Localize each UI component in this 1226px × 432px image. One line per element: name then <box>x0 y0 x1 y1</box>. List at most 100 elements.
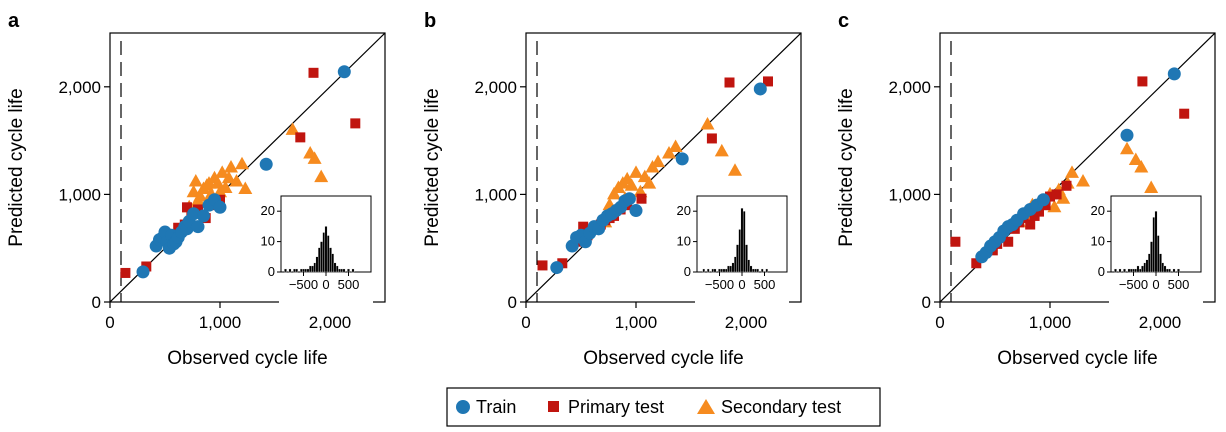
histogram-bar <box>322 232 326 273</box>
secondary-test-point <box>1134 160 1149 173</box>
histogram-bar <box>315 256 319 273</box>
train-point <box>1036 193 1050 207</box>
secondary-test-point <box>1120 141 1134 155</box>
x-tick-label: 2,000 <box>309 313 352 332</box>
inset-y-tick-label: 10 <box>677 234 691 249</box>
histogram-bar <box>756 268 760 273</box>
y-tick-label: 1,000 <box>58 185 101 204</box>
primary-test-point <box>706 133 717 144</box>
train-point <box>259 157 273 171</box>
legend-train-marker <box>456 400 470 414</box>
legend-secondary-label: Secondary test <box>721 397 841 417</box>
histogram-bar <box>736 244 739 273</box>
histogram-bar <box>333 262 337 273</box>
histogram-bar <box>347 268 350 273</box>
histogram-bar <box>1165 268 1169 273</box>
secondary-test-point <box>1047 199 1062 213</box>
histogram-bar <box>724 268 728 273</box>
secondary-test-point <box>186 184 201 198</box>
histogram-bar <box>749 265 753 273</box>
secondary-test-point <box>193 189 208 202</box>
legend-secondary-marker <box>697 399 715 414</box>
panel-letter: a <box>8 10 20 32</box>
panel-letter: b <box>424 10 436 32</box>
primary-test-point <box>763 76 773 87</box>
histogram-bar <box>1172 268 1176 273</box>
histogram-bar <box>1152 217 1156 273</box>
inset-y-tick-label: 20 <box>261 203 275 218</box>
histogram-bar <box>713 268 717 273</box>
inset-y-tick-label: 0 <box>268 264 275 279</box>
histogram-bar <box>731 262 735 273</box>
plot-area <box>940 33 1215 302</box>
train-point <box>191 220 205 234</box>
x-tick-label: 0 <box>105 313 114 332</box>
primary-test-point <box>182 202 192 213</box>
primary-test-point <box>636 193 647 204</box>
histogram-bar <box>1136 265 1140 273</box>
histogram-bar <box>727 265 730 273</box>
primary-test-point <box>295 132 306 143</box>
histogram-bar <box>1168 268 1171 273</box>
histogram-bar <box>293 268 296 273</box>
histogram-bar <box>1156 235 1160 273</box>
histogram-bar <box>304 268 308 273</box>
y-tick-label: 2,000 <box>888 78 931 97</box>
primary-test-point <box>537 260 548 271</box>
histogram-bar <box>340 268 344 273</box>
x-axis-label: Observed cycle life <box>583 348 744 369</box>
x-tick-label: 2,000 <box>1139 313 1182 332</box>
y-tick-label: 2,000 <box>58 78 101 97</box>
secondary-test-point <box>728 163 742 176</box>
secondary-test-point <box>1128 152 1143 165</box>
inset-x-tick-label: 0 <box>322 277 329 292</box>
y-tick-label: 0 <box>508 293 517 312</box>
secondary-test-point <box>210 176 225 189</box>
x-tick-label: 1,000 <box>199 313 242 332</box>
secondary-test-point <box>642 176 657 189</box>
histogram-bar <box>299 268 303 273</box>
histogram-bar <box>729 265 733 273</box>
x-tick-label: 1,000 <box>1029 313 1072 332</box>
histogram-bar <box>306 268 310 273</box>
inset-x-tick-label: 0 <box>738 277 745 292</box>
inset-x-tick-label: 500 <box>754 277 776 292</box>
primary-test-point <box>971 258 982 269</box>
histogram-bar <box>311 265 314 273</box>
plot-area <box>526 33 801 302</box>
histogram-bar <box>342 268 346 273</box>
inset-y-tick-label: 0 <box>1098 264 1105 279</box>
panel-b: b 0 1,000 2,000 0 1,000 2,000 Observed cycle li… <box>422 10 802 369</box>
secondary-test-point <box>188 173 203 187</box>
x-tick-label: 2,000 <box>725 313 768 332</box>
histogram-bar <box>702 268 706 273</box>
secondary-test-point <box>215 165 230 178</box>
inset-histogram: 0 10 20 −500 0 500 <box>261 194 373 310</box>
histogram-bar <box>335 265 339 273</box>
primary-test-point <box>1061 180 1072 191</box>
histogram-bar <box>1132 268 1135 273</box>
histogram-bar <box>1114 268 1117 273</box>
secondary-test-point <box>1056 191 1071 204</box>
train-point <box>213 200 227 214</box>
histogram-bar <box>1147 253 1151 273</box>
secondary-test-point <box>1076 173 1090 187</box>
inset-y-tick-label: 20 <box>1091 203 1105 218</box>
inset-x-tick-label: 0 <box>1152 277 1159 292</box>
train-point <box>629 204 643 218</box>
legend-primary-label: Primary test <box>568 397 664 417</box>
inset-y-tick-label: 0 <box>684 264 691 279</box>
secondary-test-point <box>229 173 244 187</box>
x-axis-label: Observed cycle life <box>167 348 328 369</box>
inset-histogram: 0 10 20 −500 0 500 <box>1091 194 1203 310</box>
histogram-bar <box>1150 241 1153 273</box>
histogram-bar <box>720 268 724 273</box>
histogram-bar <box>751 268 755 273</box>
secondary-test-point <box>1065 165 1079 178</box>
histogram-bar <box>1145 259 1149 273</box>
y-tick-label: 0 <box>92 293 101 312</box>
histogram-bar <box>329 247 332 273</box>
y-tick-label: 1,000 <box>474 185 517 204</box>
histogram-bar <box>1141 265 1144 273</box>
